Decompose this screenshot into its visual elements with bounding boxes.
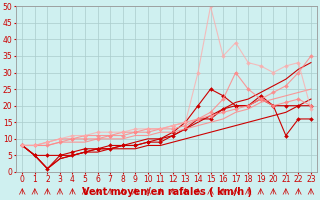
X-axis label: Vent moyen/en rafales ( km/h ): Vent moyen/en rafales ( km/h ) — [82, 187, 252, 197]
